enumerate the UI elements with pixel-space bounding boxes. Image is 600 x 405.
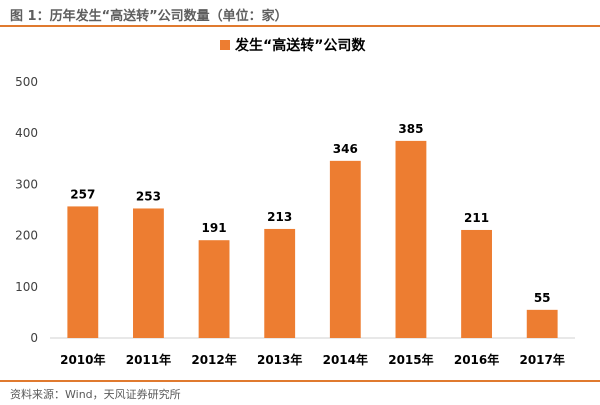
x-tick-label: 2011年 xyxy=(126,352,171,367)
bar xyxy=(67,206,99,338)
bar xyxy=(461,229,492,338)
y-tick-label: 200 xyxy=(15,229,38,243)
x-tick-label: 2016年 xyxy=(454,352,499,367)
x-tick-label: 2013年 xyxy=(257,352,302,367)
source-note: 资料来源：Wind，天风证券研究所 xyxy=(10,388,181,401)
data-label: 213 xyxy=(267,210,292,224)
figure-title: 图 1：历年发生“高送转”公司数量（单位：家） xyxy=(10,9,288,24)
data-label: 385 xyxy=(398,122,423,136)
x-tick-label: 2010年 xyxy=(60,352,105,367)
y-tick-label: 300 xyxy=(15,177,38,191)
data-label: 55 xyxy=(534,291,551,305)
bottom-divider xyxy=(0,380,600,382)
x-tick-label: 2014年 xyxy=(323,352,368,367)
top-divider xyxy=(0,25,600,27)
bar xyxy=(526,309,558,338)
bar xyxy=(133,208,164,338)
data-label: 211 xyxy=(464,211,489,225)
data-label: 346 xyxy=(333,142,358,156)
legend-label: 发生“高送转”公司数 xyxy=(234,37,366,54)
y-tick-label: 0 xyxy=(30,331,38,345)
bar xyxy=(198,240,230,338)
legend-swatch xyxy=(220,40,230,50)
data-label: 257 xyxy=(70,187,95,201)
y-tick-label: 100 xyxy=(15,280,38,294)
bar xyxy=(329,160,361,338)
data-label: 253 xyxy=(136,189,161,203)
x-tick-label: 2017年 xyxy=(519,352,564,367)
x-tick-label: 2015年 xyxy=(388,352,433,367)
bar xyxy=(395,140,427,338)
data-label: 191 xyxy=(202,221,227,235)
bar xyxy=(264,228,296,338)
x-tick-label: 2012年 xyxy=(191,352,236,367)
y-tick-label: 400 xyxy=(15,126,38,140)
y-tick-label: 500 xyxy=(15,75,38,89)
